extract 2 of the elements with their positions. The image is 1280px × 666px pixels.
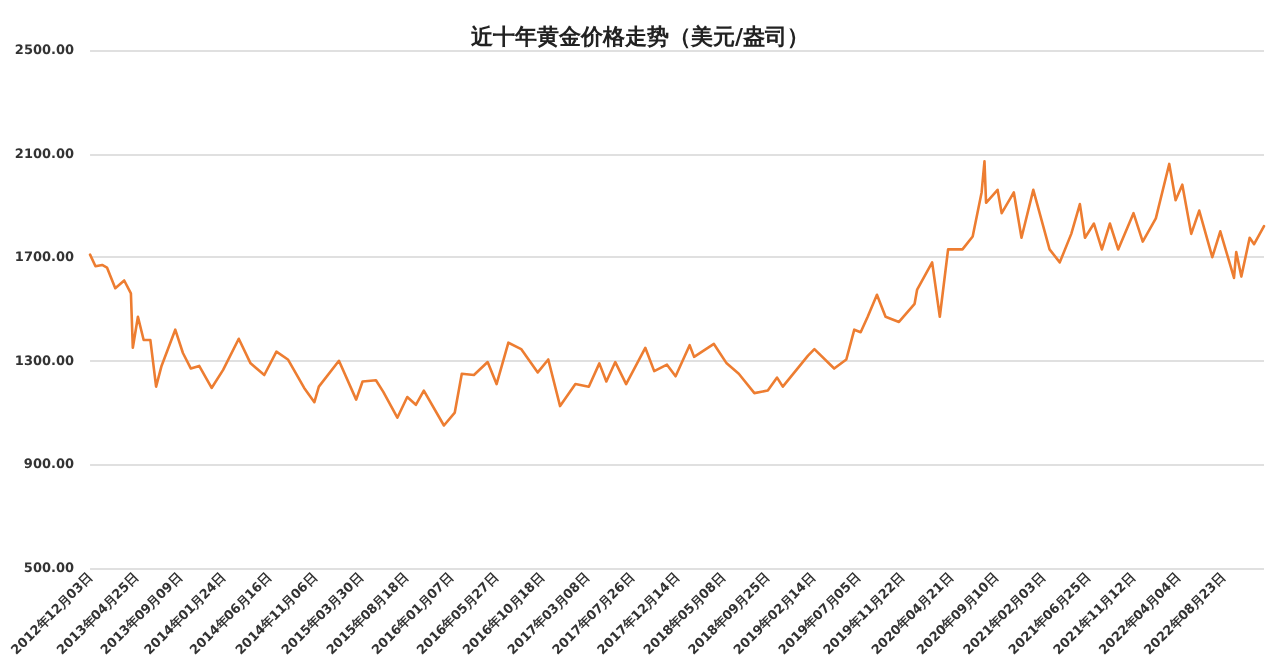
chart-title: 近十年黄金价格走势（美元/盎司） xyxy=(468,24,810,50)
line-series xyxy=(88,160,1266,427)
